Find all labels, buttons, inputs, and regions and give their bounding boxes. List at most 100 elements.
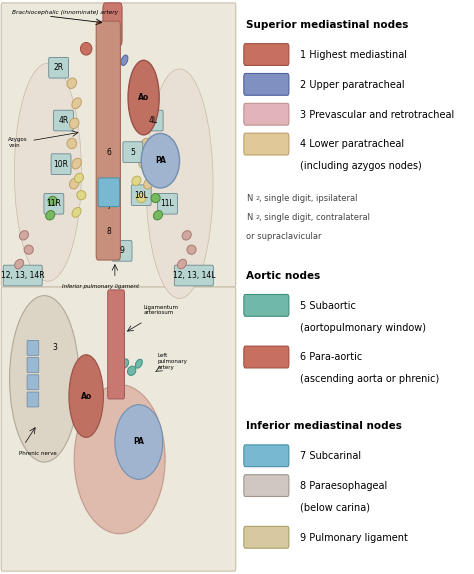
- Text: 4L: 4L: [149, 116, 158, 125]
- Text: 7: 7: [107, 202, 111, 211]
- Text: 6: 6: [107, 148, 111, 157]
- Text: Ao: Ao: [138, 93, 149, 102]
- FancyBboxPatch shape: [131, 185, 151, 205]
- FancyBboxPatch shape: [27, 375, 39, 390]
- Text: Inferior mediastinal nodes: Inferior mediastinal nodes: [246, 421, 402, 431]
- Circle shape: [128, 60, 159, 135]
- Ellipse shape: [121, 55, 128, 65]
- FancyBboxPatch shape: [54, 110, 73, 131]
- Ellipse shape: [74, 173, 83, 183]
- Ellipse shape: [128, 366, 136, 375]
- Text: 8: 8: [107, 227, 111, 236]
- Ellipse shape: [144, 118, 153, 129]
- Text: (aortopulmonary window): (aortopulmonary window): [301, 323, 427, 332]
- FancyBboxPatch shape: [244, 294, 289, 316]
- FancyBboxPatch shape: [45, 337, 65, 358]
- Text: N: N: [246, 213, 253, 222]
- Text: 9 Pulmonary ligament: 9 Pulmonary ligament: [301, 533, 408, 542]
- Text: 2: 2: [255, 196, 259, 201]
- FancyBboxPatch shape: [244, 44, 289, 65]
- FancyBboxPatch shape: [99, 196, 119, 217]
- Ellipse shape: [72, 98, 82, 109]
- Text: 2 Upper paratracheal: 2 Upper paratracheal: [301, 80, 405, 90]
- Ellipse shape: [68, 370, 76, 381]
- Text: Left
pulmonary
artery: Left pulmonary artery: [158, 354, 188, 370]
- Text: 4R: 4R: [58, 116, 69, 125]
- FancyBboxPatch shape: [103, 3, 122, 46]
- Text: 9: 9: [119, 246, 125, 255]
- Circle shape: [9, 296, 79, 462]
- Text: (ascending aorta or phrenic): (ascending aorta or phrenic): [301, 374, 439, 384]
- FancyBboxPatch shape: [1, 287, 236, 571]
- Text: (below carina): (below carina): [301, 503, 370, 513]
- Text: 11R: 11R: [46, 199, 61, 208]
- FancyBboxPatch shape: [27, 358, 39, 373]
- Ellipse shape: [67, 78, 77, 88]
- Text: Ao: Ao: [81, 391, 92, 401]
- Text: Phrenic nerve: Phrenic nerve: [19, 451, 57, 456]
- Text: , single digit, ipsilateral: , single digit, ipsilateral: [259, 194, 357, 203]
- Ellipse shape: [139, 98, 148, 108]
- Ellipse shape: [24, 245, 33, 254]
- Ellipse shape: [86, 359, 96, 369]
- FancyBboxPatch shape: [174, 265, 213, 286]
- FancyBboxPatch shape: [112, 241, 132, 261]
- FancyBboxPatch shape: [244, 73, 289, 95]
- Text: 3: 3: [53, 343, 57, 352]
- Ellipse shape: [72, 158, 82, 169]
- Ellipse shape: [67, 138, 77, 149]
- Ellipse shape: [151, 193, 160, 203]
- Ellipse shape: [177, 259, 186, 269]
- Ellipse shape: [141, 138, 151, 149]
- Text: Ligamentum
arteriosum: Ligamentum arteriosum: [144, 305, 179, 315]
- FancyBboxPatch shape: [49, 57, 69, 78]
- Text: (including azygos nodes): (including azygos nodes): [301, 161, 422, 171]
- Ellipse shape: [69, 179, 79, 189]
- FancyBboxPatch shape: [1, 3, 236, 287]
- Text: , single digit, contralateral: , single digit, contralateral: [259, 213, 370, 222]
- Ellipse shape: [105, 46, 115, 57]
- FancyBboxPatch shape: [98, 178, 119, 207]
- Text: 5: 5: [130, 148, 135, 157]
- Text: 5 Subaortic: 5 Subaortic: [301, 301, 356, 311]
- Ellipse shape: [120, 359, 128, 369]
- Text: 12, 13, 14R: 12, 13, 14R: [1, 271, 45, 280]
- Text: 1 Highest mediastinal: 1 Highest mediastinal: [301, 50, 407, 60]
- Ellipse shape: [74, 385, 165, 534]
- Circle shape: [69, 355, 103, 437]
- Text: 2: 2: [255, 215, 259, 220]
- Ellipse shape: [133, 69, 140, 80]
- FancyBboxPatch shape: [27, 340, 39, 355]
- Ellipse shape: [77, 191, 86, 200]
- Ellipse shape: [72, 207, 81, 218]
- FancyBboxPatch shape: [96, 21, 120, 260]
- FancyBboxPatch shape: [143, 110, 163, 131]
- Text: Aortic nodes: Aortic nodes: [246, 271, 320, 281]
- Text: 4 Lower paratracheal: 4 Lower paratracheal: [301, 139, 404, 149]
- FancyBboxPatch shape: [244, 103, 289, 125]
- Text: 12, 13, 14L: 12, 13, 14L: [173, 271, 215, 280]
- FancyBboxPatch shape: [99, 142, 119, 162]
- Ellipse shape: [132, 176, 141, 185]
- Text: PA: PA: [133, 437, 144, 447]
- FancyBboxPatch shape: [3, 265, 42, 286]
- Text: 6 Para-aortic: 6 Para-aortic: [301, 352, 363, 362]
- FancyBboxPatch shape: [244, 475, 289, 497]
- Text: Brachiocephalic (innominate) artery: Brachiocephalic (innominate) artery: [12, 10, 118, 15]
- FancyBboxPatch shape: [244, 526, 289, 548]
- Text: Superior mediastinal nodes: Superior mediastinal nodes: [246, 20, 409, 30]
- Text: 2R: 2R: [54, 63, 64, 72]
- Ellipse shape: [136, 359, 142, 368]
- FancyBboxPatch shape: [244, 445, 289, 467]
- Ellipse shape: [14, 63, 82, 281]
- FancyBboxPatch shape: [99, 222, 119, 242]
- Ellipse shape: [144, 179, 153, 189]
- FancyBboxPatch shape: [27, 392, 39, 407]
- FancyBboxPatch shape: [158, 193, 177, 214]
- Text: or supraclavicular: or supraclavicular: [246, 232, 322, 241]
- FancyBboxPatch shape: [108, 290, 125, 399]
- Text: 7 Subcarinal: 7 Subcarinal: [301, 451, 362, 461]
- Text: 3 Prevascular and retrotracheal: 3 Prevascular and retrotracheal: [301, 110, 455, 119]
- FancyBboxPatch shape: [244, 346, 289, 368]
- Ellipse shape: [141, 133, 180, 188]
